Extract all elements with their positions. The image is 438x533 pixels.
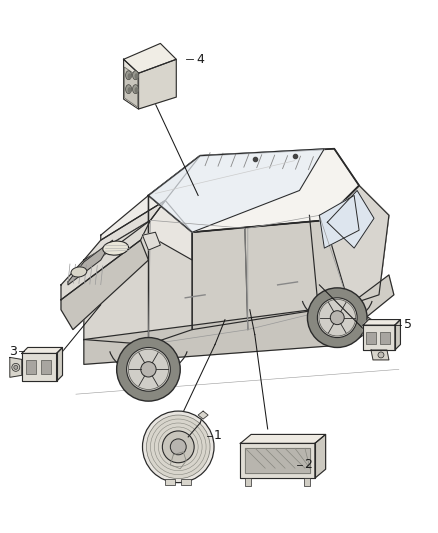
Polygon shape (124, 43, 176, 73)
Polygon shape (148, 149, 359, 232)
Text: 4: 4 (196, 53, 204, 66)
Circle shape (170, 439, 186, 455)
Text: 2: 2 (304, 458, 312, 471)
Polygon shape (240, 434, 325, 443)
Polygon shape (240, 443, 315, 478)
Bar (380, 332, 390, 343)
Bar (245, 478, 251, 486)
Circle shape (318, 298, 357, 337)
Ellipse shape (133, 85, 138, 94)
Polygon shape (84, 200, 165, 270)
Polygon shape (138, 59, 176, 109)
Polygon shape (245, 448, 310, 473)
Bar (26, 360, 35, 374)
Ellipse shape (127, 73, 131, 79)
Polygon shape (22, 348, 63, 353)
Polygon shape (349, 275, 394, 325)
Text: 3: 3 (9, 345, 17, 358)
Circle shape (12, 364, 20, 372)
Bar (366, 332, 376, 343)
Polygon shape (148, 196, 192, 260)
Polygon shape (319, 196, 359, 248)
Polygon shape (124, 59, 138, 109)
Bar (165, 479, 175, 484)
Circle shape (117, 337, 180, 401)
Polygon shape (124, 67, 138, 107)
Polygon shape (395, 320, 400, 350)
Polygon shape (363, 325, 395, 350)
Bar (41, 360, 50, 374)
Ellipse shape (134, 87, 138, 93)
Polygon shape (327, 190, 374, 248)
Circle shape (142, 411, 214, 482)
Polygon shape (198, 411, 208, 419)
Polygon shape (315, 434, 325, 478)
Circle shape (14, 365, 18, 369)
Polygon shape (142, 232, 160, 250)
Polygon shape (84, 305, 379, 365)
Circle shape (330, 311, 344, 325)
Circle shape (378, 352, 384, 358)
Polygon shape (148, 149, 324, 232)
Text: 5: 5 (404, 318, 412, 331)
Text: 1: 1 (214, 430, 222, 442)
Polygon shape (371, 350, 389, 360)
Ellipse shape (134, 73, 138, 79)
Circle shape (141, 362, 156, 377)
Polygon shape (101, 156, 200, 240)
Ellipse shape (71, 267, 87, 277)
Circle shape (146, 415, 210, 479)
Circle shape (127, 348, 170, 391)
Polygon shape (61, 240, 148, 329)
Polygon shape (10, 358, 22, 377)
Polygon shape (324, 185, 389, 305)
Polygon shape (22, 353, 57, 381)
Polygon shape (192, 185, 389, 329)
Polygon shape (61, 220, 150, 300)
Ellipse shape (126, 71, 131, 80)
Polygon shape (57, 348, 63, 381)
Polygon shape (84, 200, 192, 344)
Bar (181, 479, 191, 484)
Ellipse shape (103, 241, 128, 255)
Circle shape (162, 431, 194, 463)
Polygon shape (68, 240, 113, 285)
Ellipse shape (133, 71, 138, 80)
Bar (304, 478, 310, 486)
Ellipse shape (127, 87, 131, 93)
Circle shape (307, 288, 367, 348)
Ellipse shape (126, 85, 131, 94)
Polygon shape (363, 320, 400, 325)
